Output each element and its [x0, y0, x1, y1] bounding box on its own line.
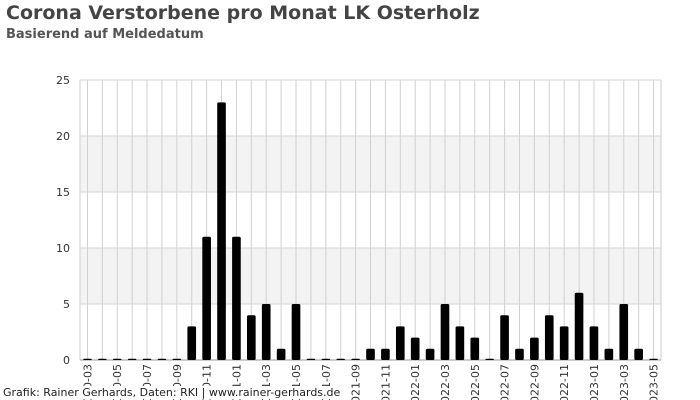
bar-2020-04 [98, 358, 107, 360]
y-tick-label: 25 [56, 74, 70, 87]
bar-2022-12 [574, 292, 584, 360]
x-tick-label: 2022-11 [558, 364, 571, 400]
x-tick-label: 2021-09 [350, 364, 363, 400]
y-tick-label: 0 [63, 354, 70, 367]
chart-subtitle: Basierend auf Meldedatum [6, 27, 204, 42]
bar-2021-06 [306, 358, 316, 360]
bar-2021-12 [395, 326, 405, 360]
bar-2020-11 [202, 236, 211, 360]
bar-2022-09 [530, 337, 539, 360]
bar-2021-08 [336, 358, 346, 360]
bar-2021-10 [366, 348, 375, 360]
vertical-gridlines [79, 80, 662, 360]
x-tick-label: 2023-03 [618, 364, 631, 400]
y-axis-ticks: 0 5 10 15 20 25 [56, 74, 70, 367]
bar-2021-02 [247, 315, 256, 360]
bar-2022-11 [559, 326, 569, 360]
x-axis-ticks: 2020-03 2020-05 2020-07 2020-09 2020-11 2021-… [81, 364, 660, 400]
bar-2021-11 [381, 348, 390, 360]
bar-2021-01 [232, 236, 241, 360]
bar-2021-03 [261, 304, 271, 360]
bar-2023-02 [604, 348, 614, 360]
bar-2022-01 [410, 337, 420, 360]
y-tick-label: 15 [56, 186, 70, 199]
credit-footer: Grafik: Rainer Gerhards, Daten: RKI | ww… [3, 386, 341, 399]
bar-2023-04 [634, 348, 643, 360]
chart-title: Corona Verstorbene pro Monat LK Osterhol… [6, 2, 480, 24]
x-tick-label: 2022-03 [439, 364, 452, 400]
y-tick-label: 20 [56, 130, 70, 143]
bar-2020-08 [157, 358, 167, 360]
x-tick-label: 2022-09 [528, 364, 541, 400]
bar-2022-07 [500, 315, 509, 360]
bar-2023-03 [619, 304, 629, 360]
bar-2023-05 [649, 358, 658, 360]
x-tick-label: 2023-01 [588, 364, 601, 400]
x-tick-label: 2022-05 [469, 364, 482, 400]
bar-2020-06 [127, 358, 137, 360]
bar-2020-10 [187, 326, 197, 360]
bar-2022-05 [470, 337, 480, 360]
bar-2021-04 [276, 348, 286, 360]
bars [83, 102, 658, 361]
bar-2022-03 [440, 304, 450, 360]
bar-2022-02 [425, 348, 435, 360]
y-tick-label: 5 [63, 298, 70, 311]
bar-2021-07 [321, 358, 331, 360]
bar-2022-08 [515, 348, 524, 360]
x-tick-label: 2023-05 [648, 364, 661, 400]
bar-2020-07 [142, 358, 152, 360]
x-tick-label: 2022-07 [499, 364, 512, 400]
bar-2021-05 [291, 304, 301, 360]
bar-2022-06 [485, 358, 494, 360]
bar-2020-03 [83, 358, 92, 360]
bar-2020-09 [172, 358, 182, 360]
bar-2022-04 [455, 326, 465, 360]
bar-2023-01 [589, 326, 599, 360]
bar-2020-05 [112, 358, 122, 360]
bar-2020-12 [217, 102, 226, 361]
bar-2021-09 [351, 358, 360, 360]
y-tick-label: 10 [56, 242, 70, 255]
x-tick-label: 2022-01 [409, 364, 422, 400]
x-tick-label: 2021-11 [379, 364, 392, 400]
bar-2022-10 [544, 315, 554, 360]
